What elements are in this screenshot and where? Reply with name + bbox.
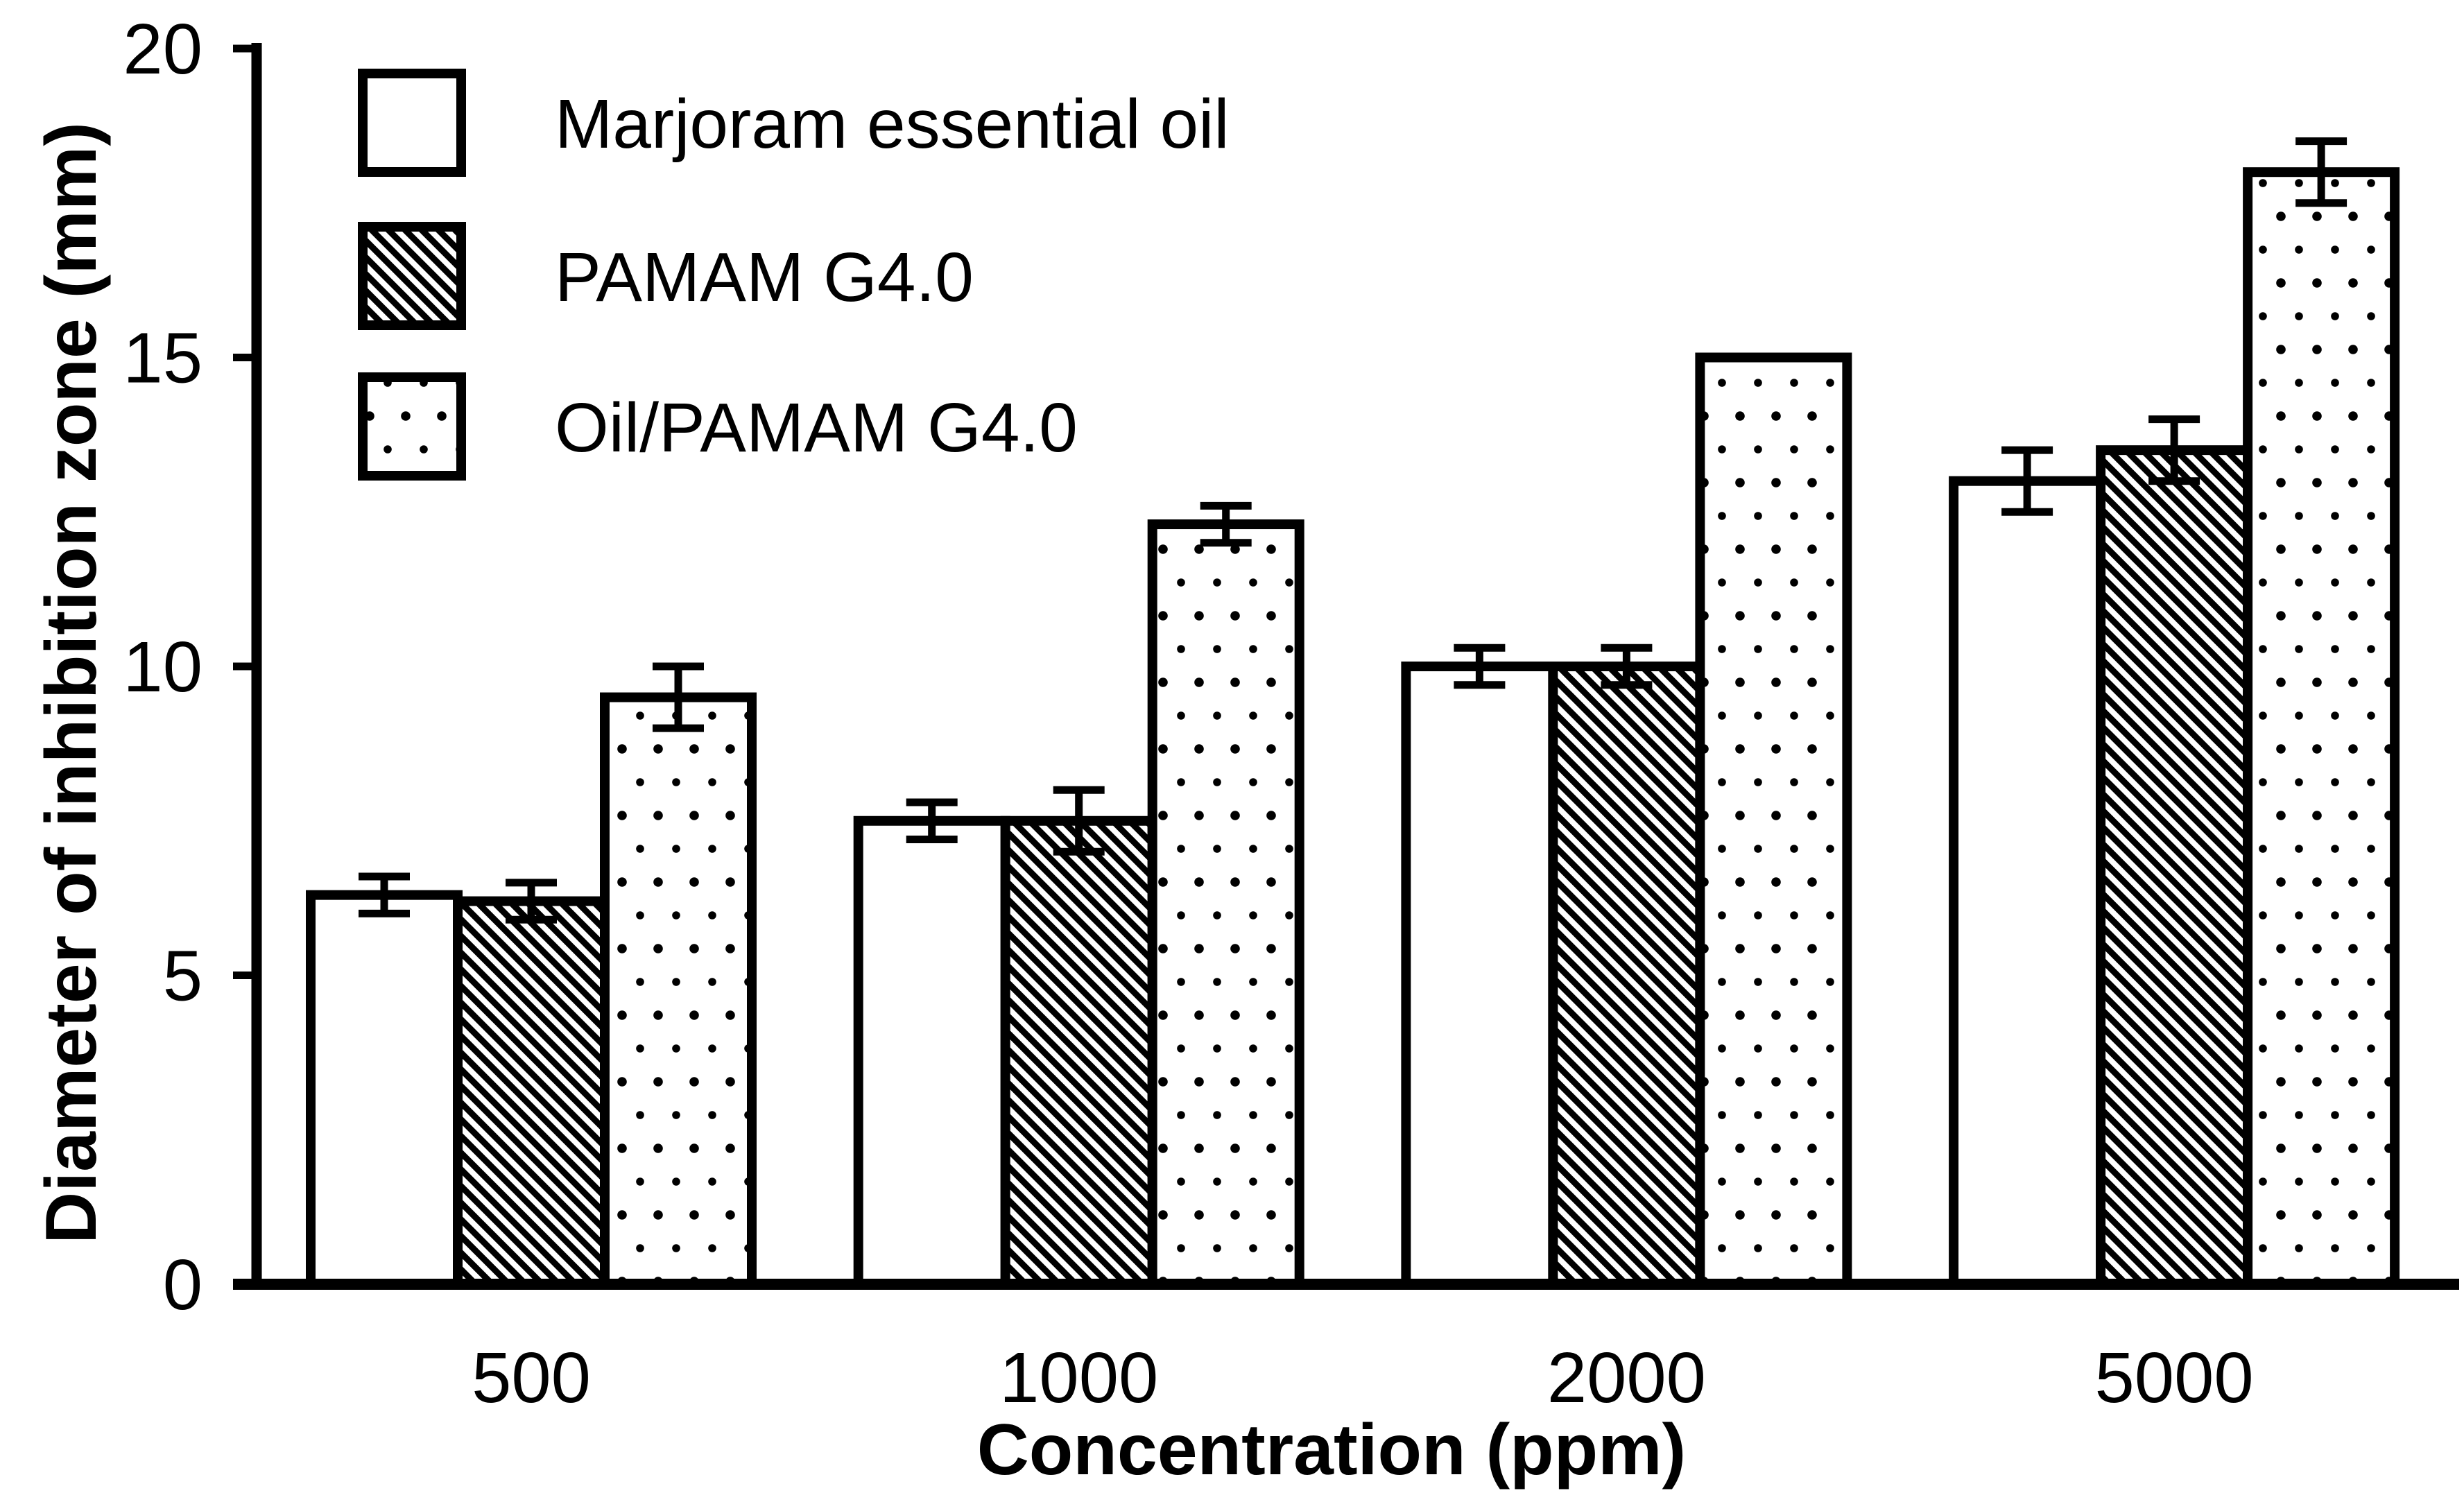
bar-plain-500 xyxy=(306,890,463,1290)
x-category-labels-group: 500 1000 2000 5000 xyxy=(472,1338,2254,1417)
x-axis-title: Concentration (ppm) xyxy=(977,1410,1687,1490)
legend-label: Oil/PAMAM G4.0 xyxy=(555,389,1078,467)
bar-dots-2000 xyxy=(1695,352,1852,1289)
y-axis-title: Diameter of inhibition zone (mm) xyxy=(31,122,112,1244)
bars-group xyxy=(306,167,2400,1290)
y-tick-label: 20 xyxy=(123,9,203,89)
bar-hatch-2000 xyxy=(1548,662,1705,1289)
bar-hatch-5000 xyxy=(2096,445,2253,1289)
y-tick-label: 5 xyxy=(163,936,203,1016)
bar-plain-5000 xyxy=(1949,476,2106,1290)
y-tick-label: 15 xyxy=(123,318,203,398)
legend: Marjoram essential oil PAMAM G4.0 Oil/PAMA… xyxy=(358,69,1230,481)
legend-label: Marjoram essential oil xyxy=(555,85,1230,163)
bar-plain-1000 xyxy=(853,815,1010,1289)
legend-swatch-plain xyxy=(358,69,466,177)
x-category-label: 500 xyxy=(472,1338,591,1417)
y-tick-label: 10 xyxy=(123,627,203,707)
bar-dots-500 xyxy=(600,692,757,1289)
y-ticks-group: 0 5 10 15 20 xyxy=(123,9,257,1324)
legend-swatch-hatch xyxy=(358,222,466,330)
legend-item: Marjoram essential oil xyxy=(358,69,1230,177)
legend-item: PAMAM G4.0 xyxy=(358,222,974,330)
legend-swatch-dots xyxy=(358,372,466,481)
legend-label: PAMAM G4.0 xyxy=(555,239,974,316)
bar-dots-1000 xyxy=(1147,519,1304,1290)
bar-dots-5000 xyxy=(2243,167,2400,1290)
bar-plain-2000 xyxy=(1401,662,1558,1289)
x-category-label: 1000 xyxy=(999,1338,1158,1417)
bar-hatch-500 xyxy=(453,896,610,1289)
bar-hatch-1000 xyxy=(1000,815,1157,1289)
x-category-label: 5000 xyxy=(2095,1338,2254,1417)
y-tick-label: 0 xyxy=(163,1245,203,1324)
x-category-label: 2000 xyxy=(1547,1338,1706,1417)
legend-item: Oil/PAMAM G4.0 xyxy=(358,372,1078,481)
error-bars-group xyxy=(359,137,2347,924)
